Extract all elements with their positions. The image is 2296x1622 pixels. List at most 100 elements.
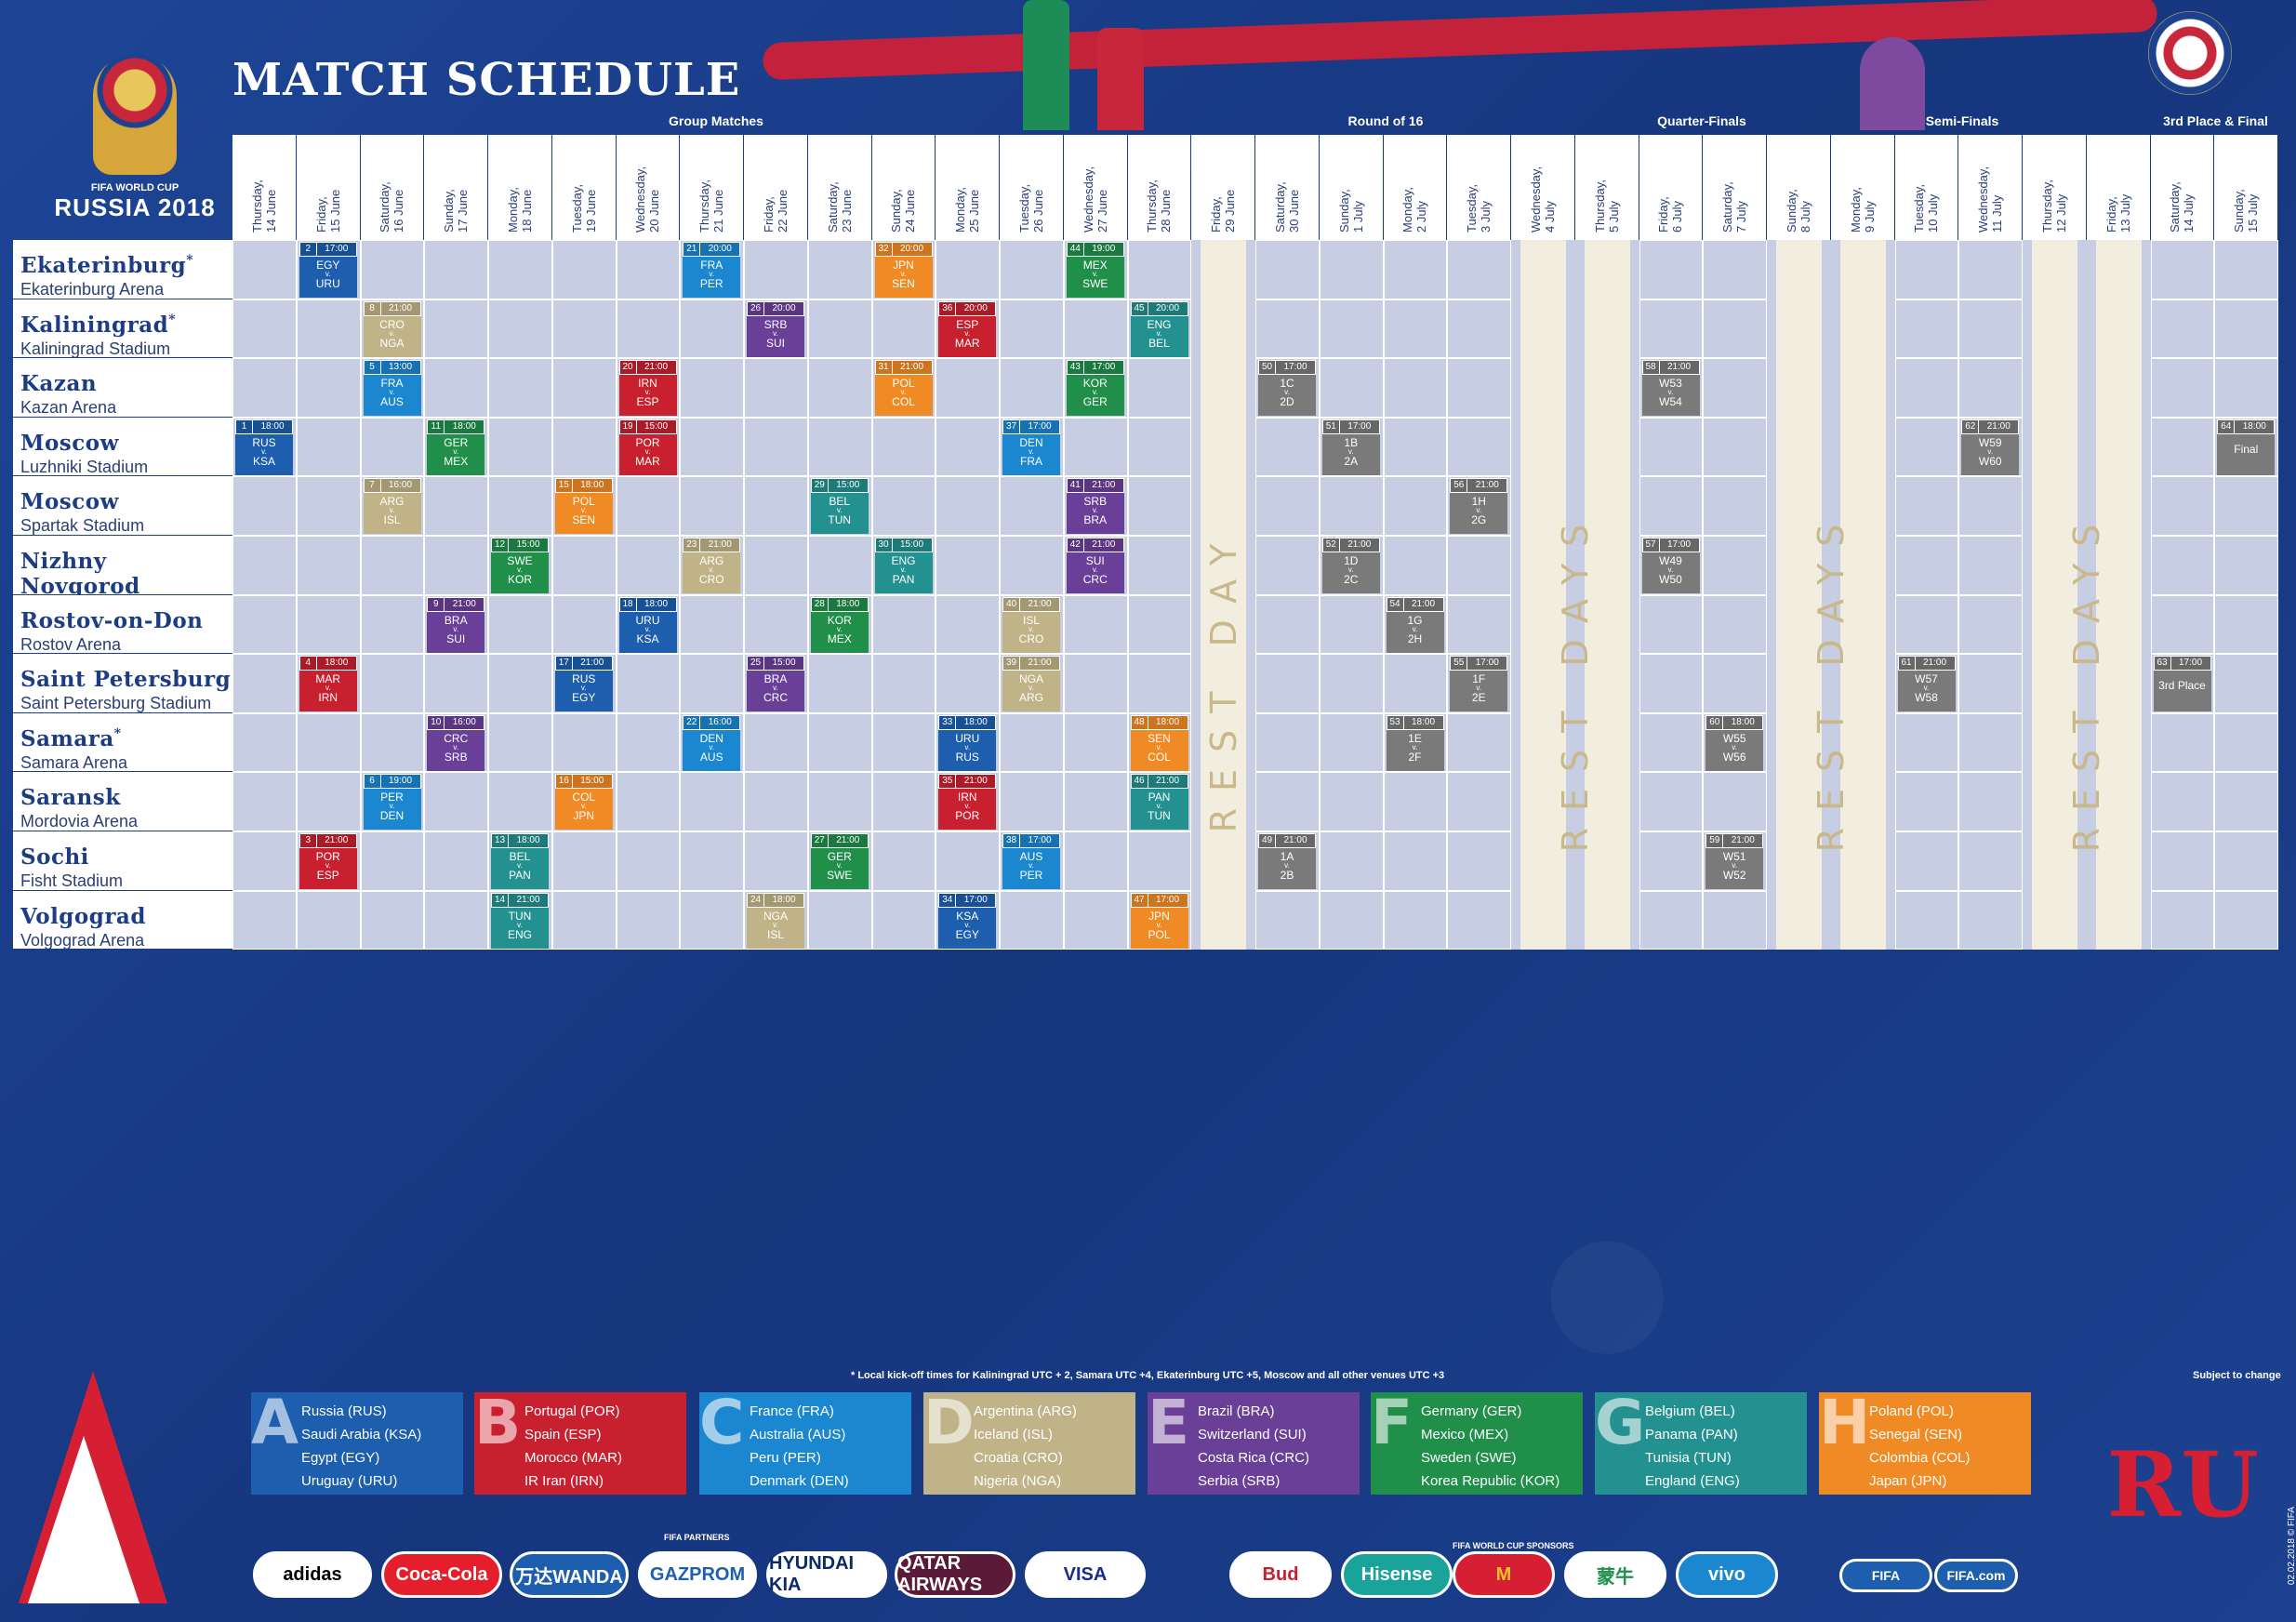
kickoff-time: 17:00 bbox=[1666, 539, 1692, 550]
schedule-cell bbox=[551, 299, 617, 359]
match-header: 6 19:00 bbox=[363, 774, 421, 790]
match-card[interactable]: 27 21:00 GER v. SWE bbox=[810, 833, 869, 889]
match-card[interactable]: 1 18:00 RUS v. KSA bbox=[235, 419, 293, 475]
match-card[interactable]: 10 16:00 CRC v. SRB bbox=[427, 714, 485, 771]
match-card[interactable]: 54 21:00 1G v. 2H bbox=[1386, 596, 1444, 653]
match-card[interactable]: 36 20:00 ESP v. MAR bbox=[938, 300, 997, 357]
match-card[interactable]: 51 17:00 1B v. 2A bbox=[1321, 419, 1380, 475]
match-card[interactable]: 33 18:00 URU v. RUS bbox=[938, 714, 997, 771]
date-header: Thursday, 12 July bbox=[2023, 135, 2086, 240]
match-number: 18 bbox=[620, 597, 637, 611]
schedule-cell bbox=[807, 890, 872, 951]
match-card[interactable]: 7 16:00 ARG v. ISL bbox=[363, 478, 421, 535]
match-card[interactable]: 9 21:00 BRA v. SUI bbox=[427, 596, 485, 653]
match-card[interactable]: 2 17:00 EGY v. URU bbox=[299, 242, 357, 298]
schedule-cell bbox=[424, 240, 488, 299]
match-card[interactable]: 25 15:00 BRA v. CRC bbox=[747, 656, 804, 712]
match-card[interactable]: 29 15:00 BEL v. TUN bbox=[810, 478, 869, 535]
match-card[interactable]: 21 20:00 FRA v. PER bbox=[683, 242, 741, 298]
match-card[interactable]: 20 21:00 IRN v. ESP bbox=[618, 360, 677, 417]
match-card[interactable]: 4 18:00 MAR v. IRN bbox=[299, 656, 357, 712]
logo-subtitle: FIFA WORLD CUP bbox=[90, 182, 179, 193]
match-card[interactable]: 31 21:00 POL v. COL bbox=[874, 360, 933, 417]
city-name: Samara bbox=[20, 725, 114, 751]
match-card[interactable]: 16 15:00 COL v. JPN bbox=[554, 774, 613, 831]
away-team: ISL bbox=[383, 513, 401, 527]
home-team: KOR bbox=[1082, 377, 1108, 391]
match-card[interactable]: 52 21:00 1D v. 2C bbox=[1321, 538, 1380, 593]
match-card[interactable]: 18 18:00 URU v. KSA bbox=[618, 596, 677, 653]
tournament-logo: FIFA WORLD CUP RUSSIA 2018 bbox=[37, 54, 232, 240]
match-card[interactable]: 64 18:00 Final bbox=[2217, 419, 2276, 475]
match-card[interactable]: 14 21:00 TUN v. ENG bbox=[491, 892, 549, 949]
city-name: Saint Petersburg bbox=[20, 667, 232, 693]
match-card[interactable]: 49 21:00 1A v. 2B bbox=[1258, 833, 1316, 889]
schedule-cell bbox=[2214, 594, 2278, 655]
schedule-cell bbox=[1000, 890, 1064, 951]
match-card[interactable]: 8 21:00 CRO v. NGA bbox=[363, 300, 421, 357]
match-card[interactable]: 6 19:00 PER v. DEN bbox=[363, 774, 421, 831]
schedule-cell bbox=[1255, 654, 1320, 713]
match-card[interactable]: 38 17:00 AUS v. PER bbox=[1002, 833, 1060, 889]
match-card[interactable]: 28 18:00 KOR v. MEX bbox=[810, 596, 869, 653]
match-card[interactable]: 53 18:00 1E v. 2F bbox=[1386, 714, 1444, 771]
schedule-cell bbox=[424, 772, 488, 831]
match-card[interactable]: 5 13:00 FRA v. AUS bbox=[363, 360, 421, 417]
schedule-cell bbox=[1319, 712, 1384, 773]
match-header: 24 18:00 bbox=[747, 892, 804, 908]
match-card[interactable]: 50 17:00 1C v. 2D bbox=[1258, 360, 1316, 417]
match-card[interactable]: 17 21:00 RUS v. EGY bbox=[554, 656, 613, 712]
match-card[interactable]: 55 17:00 1F v. 2E bbox=[1450, 656, 1508, 712]
match-card[interactable]: 22 16:00 DEN v. AUS bbox=[683, 714, 741, 771]
schedule-cell bbox=[1000, 712, 1064, 773]
team-name: Egypt (EGY) bbox=[301, 1450, 380, 1466]
match-card[interactable]: 48 18:00 SEN v. COL bbox=[1130, 714, 1188, 771]
match-card[interactable]: 24 18:00 NGA v. ISL bbox=[747, 892, 804, 949]
weekday: Saturday, bbox=[1272, 181, 1287, 233]
match-card[interactable]: 44 19:00 MEX v. SWE bbox=[1066, 242, 1124, 298]
match-card[interactable]: 39 21:00 NGA v. ARG bbox=[1002, 656, 1060, 712]
kickoff-time: 17:00 bbox=[1283, 362, 1307, 373]
match-card[interactable]: 61 21:00 W57 v. W58 bbox=[1897, 656, 1956, 712]
schedule-cell bbox=[871, 476, 936, 536]
match-card[interactable]: 60 18:00 W55 v. W56 bbox=[1705, 714, 1764, 771]
stadium-name: Kaliningrad Stadium bbox=[20, 339, 171, 358]
match-card[interactable]: 15 18:00 POL v. SEN bbox=[554, 478, 613, 535]
match-card[interactable]: 3 21:00 POR v. ESP bbox=[299, 833, 357, 889]
match-card[interactable]: 11 18:00 GER v. MEX bbox=[427, 419, 485, 475]
match-card[interactable]: 47 17:00 JPN v. POL bbox=[1130, 892, 1188, 949]
match-number: 6 bbox=[365, 775, 381, 789]
match-card[interactable]: 42 21:00 SUI v. CRC bbox=[1066, 538, 1124, 593]
date: 2 July bbox=[1414, 201, 1429, 233]
match-card[interactable]: 35 21:00 IRN v. POR bbox=[938, 774, 997, 831]
match-card[interactable]: 19 15:00 POR v. MAR bbox=[618, 419, 677, 475]
match-header: 40 21:00 bbox=[1002, 596, 1060, 612]
match-card[interactable]: 37 17:00 DEN v. FRA bbox=[1002, 419, 1060, 475]
date-header: Saturday, 30 June bbox=[1255, 135, 1319, 240]
match-card[interactable]: 26 20:00 SRB v. SUI bbox=[747, 300, 804, 357]
match-card[interactable]: 13 18:00 BEL v. PAN bbox=[491, 833, 549, 889]
match-card[interactable]: 46 21:00 PAN v. TUN bbox=[1130, 774, 1188, 831]
group-legend: B Portugal (POR) Spain (ESP) Morocco (MAR) I… bbox=[474, 1392, 686, 1495]
match-card[interactable]: 40 21:00 ISL v. CRO bbox=[1002, 596, 1060, 653]
schedule-cell bbox=[1063, 890, 1128, 951]
match-card[interactable]: 58 21:00 W53 v. W54 bbox=[1641, 360, 1700, 417]
match-card[interactable]: 34 17:00 KSA v. EGY bbox=[938, 892, 997, 949]
match-card[interactable]: 63 17:00 3rd Place bbox=[2153, 656, 2211, 712]
match-card[interactable]: 30 15:00 ENG v. PAN bbox=[874, 538, 933, 593]
venue-label: Saransk Mordovia Arena bbox=[13, 772, 232, 831]
match-card[interactable]: 56 21:00 1H v. 2G bbox=[1450, 478, 1508, 535]
match-card[interactable]: 43 17:00 KOR v. GER bbox=[1066, 360, 1124, 417]
versus: v. bbox=[389, 802, 395, 811]
match-card[interactable]: 59 21:00 W51 v. W52 bbox=[1705, 833, 1764, 889]
match-card[interactable]: 62 21:00 W59 v. W60 bbox=[1961, 419, 2020, 475]
match-card[interactable]: 45 20:00 ENG v. BEL bbox=[1130, 300, 1188, 357]
schedule-cell bbox=[1383, 831, 1448, 891]
match-card[interactable]: 57 17:00 W49 v. W50 bbox=[1641, 538, 1700, 593]
match-card[interactable]: 23 21:00 ARG v. CRO bbox=[683, 538, 741, 593]
versus: v. bbox=[1029, 861, 1034, 870]
match-card[interactable]: 41 21:00 SRB v. BRA bbox=[1066, 478, 1124, 535]
match-card[interactable]: 32 20:00 JPN v. SEN bbox=[874, 242, 933, 298]
match-card[interactable]: 12 15:00 SWE v. KOR bbox=[491, 538, 549, 593]
schedule-cell bbox=[296, 299, 361, 359]
